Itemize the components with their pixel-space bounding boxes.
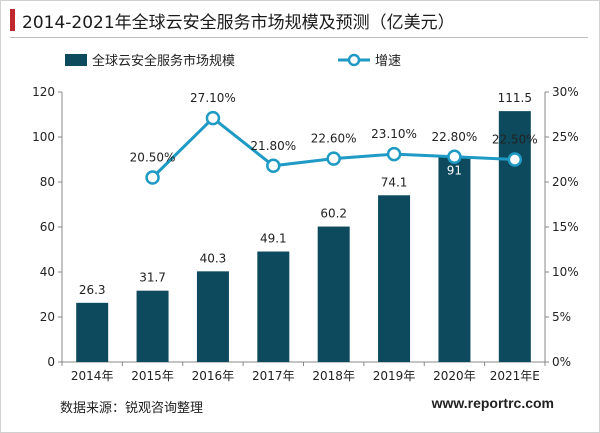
bar-data-label: 74.1 bbox=[381, 175, 408, 189]
site-watermark: www.reportrc.com bbox=[431, 395, 554, 411]
right-tick-label: 30% bbox=[552, 85, 579, 99]
left-tick-label: 120 bbox=[32, 85, 55, 99]
right-tick-label: 15% bbox=[552, 220, 579, 234]
bar-data-label: 60.2 bbox=[320, 207, 347, 221]
growth-point bbox=[386, 146, 402, 162]
legend-bar-swatch bbox=[65, 54, 87, 66]
left-tick-label: 80 bbox=[40, 175, 55, 189]
left-tick-label: 0 bbox=[47, 355, 55, 369]
bar-data-label: 49.1 bbox=[260, 232, 287, 246]
growth-point bbox=[266, 158, 281, 174]
x-tick-label: 2016年 bbox=[192, 369, 235, 383]
growth-data-label: 22.50% bbox=[492, 133, 538, 147]
bar bbox=[196, 271, 229, 362]
bar-data-label: 91 bbox=[447, 163, 462, 177]
x-tick-label: 2015年 bbox=[131, 369, 174, 383]
growth-data-label: 22.60% bbox=[311, 132, 357, 146]
bar bbox=[317, 226, 350, 362]
bar bbox=[76, 302, 109, 362]
left-tick-label: 100 bbox=[32, 130, 55, 144]
left-tick-label: 20 bbox=[40, 310, 55, 324]
title-accent-bar bbox=[10, 9, 15, 31]
data-source: 数据来源：锐观咨询整理 bbox=[60, 401, 204, 416]
x-tick-label: 2017年 bbox=[252, 369, 295, 383]
growth-data-label: 21.80% bbox=[250, 139, 296, 153]
x-tick-label: 2018年 bbox=[312, 369, 355, 383]
growth-data-label: 22.80% bbox=[432, 130, 478, 144]
left-tick-label: 40 bbox=[40, 265, 55, 279]
growth-data-label: 20.50% bbox=[130, 151, 176, 165]
x-tick-label: 2014年 bbox=[71, 369, 114, 383]
x-tick-label: 2019年 bbox=[373, 369, 416, 383]
legend-line-label: 增速 bbox=[375, 54, 401, 69]
growth-point bbox=[145, 170, 160, 185]
x-tick-label: 2021年E bbox=[490, 369, 540, 383]
legend-bar-label: 全球云安全服务市场规模 bbox=[92, 53, 235, 69]
x-tick-label: 2020年 bbox=[433, 369, 476, 383]
bar-data-label: 26.3 bbox=[79, 283, 106, 297]
right-tick-label: 20% bbox=[552, 175, 579, 189]
bar-data-label: 111.5 bbox=[498, 91, 532, 105]
bar bbox=[438, 157, 471, 362]
title-divider bbox=[10, 37, 588, 38]
growth-point bbox=[326, 151, 341, 166]
bar bbox=[136, 290, 169, 362]
growth-data-label: 23.10% bbox=[371, 127, 417, 141]
legend-line-marker bbox=[347, 53, 361, 67]
right-tick-label: 10% bbox=[552, 265, 579, 279]
growth-point bbox=[205, 110, 221, 126]
bar bbox=[498, 111, 531, 362]
right-tick-label: 25% bbox=[552, 130, 579, 144]
chart-title: 2014-2021年全球云安全服务市场规模及预测（亿美元） bbox=[22, 13, 455, 33]
right-tick-label: 0% bbox=[552, 355, 571, 369]
right-tick-label: 5% bbox=[552, 310, 571, 324]
growth-point bbox=[447, 149, 462, 165]
bar bbox=[378, 195, 411, 362]
bar-data-label: 31.7 bbox=[139, 271, 166, 285]
bar bbox=[257, 251, 290, 362]
growth-point bbox=[507, 152, 523, 167]
bar-data-label: 40.3 bbox=[200, 251, 227, 265]
left-tick-label: 60 bbox=[40, 220, 55, 234]
growth-data-label: 27.10% bbox=[190, 91, 236, 105]
